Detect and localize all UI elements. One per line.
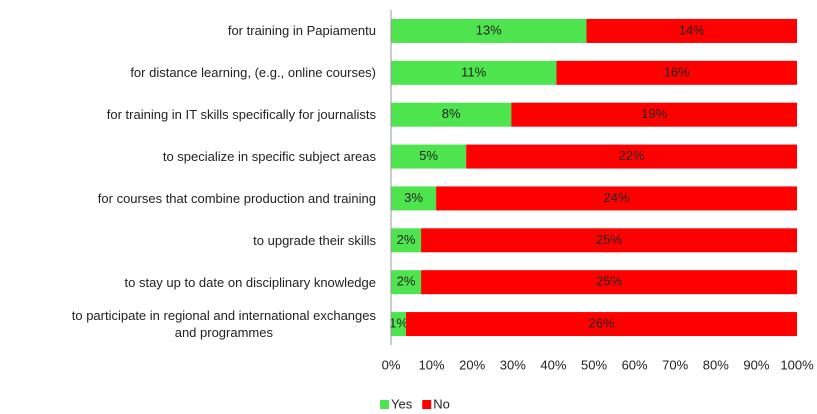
data-label: 19% — [641, 106, 667, 121]
x-tick-label: 90% — [743, 357, 769, 372]
category-label: for training in IT skills specifically f… — [106, 107, 376, 123]
bar-segment — [391, 228, 422, 253]
data-label: 22% — [619, 148, 645, 163]
x-tick-label: 60% — [622, 357, 648, 372]
data-label: 5% — [419, 148, 438, 163]
bar-segment — [556, 60, 797, 85]
bar-segment — [406, 312, 797, 337]
data-label: 14% — [679, 22, 705, 37]
x-tick-label: 50% — [581, 357, 607, 372]
data-label: 24% — [604, 190, 630, 205]
data-label: 13% — [476, 22, 502, 37]
category-label: for training in Papiamentu — [227, 23, 376, 39]
legend-label: No — [433, 396, 450, 411]
bar-segment — [391, 18, 587, 43]
bar-segment — [391, 102, 512, 127]
data-label: 2% — [397, 274, 416, 289]
bar-segment — [421, 228, 797, 253]
x-tick-label: 10% — [419, 357, 445, 372]
data-label: 3% — [404, 190, 423, 205]
data-label: 25% — [596, 232, 622, 247]
bar-segment — [586, 18, 797, 43]
bar-segment — [511, 102, 797, 127]
category-label: to stay up to date on disciplinary knowl… — [124, 274, 377, 290]
bar-segment — [391, 144, 467, 169]
data-label: 26% — [589, 316, 615, 331]
x-tick-label: 80% — [703, 357, 729, 372]
bar-segment — [391, 270, 422, 295]
x-tick-label: 100% — [780, 357, 814, 372]
data-label: 1% — [389, 316, 408, 331]
bar-segment — [391, 186, 437, 211]
x-tick-label: 40% — [540, 357, 566, 372]
x-tick-label: 0% — [382, 357, 401, 372]
x-tick-label: 70% — [662, 357, 688, 372]
legend-swatch — [380, 400, 389, 409]
category-label: for distance learning, (e.g., online cou… — [130, 65, 376, 81]
data-label: 16% — [664, 64, 690, 79]
category-label: to participate in regional and internati… — [71, 308, 376, 341]
data-label: 11% — [461, 64, 486, 79]
legend-swatch — [422, 400, 432, 409]
bar-segment — [466, 144, 797, 169]
bar-segment — [391, 312, 407, 337]
x-tick-label: 30% — [500, 357, 526, 372]
bar-segment — [421, 270, 797, 295]
category-label: for courses that combine production and … — [97, 190, 376, 206]
data-label: 8% — [442, 106, 461, 121]
data-label: 2% — [397, 232, 416, 247]
category-label: to upgrade their skills — [253, 232, 376, 248]
data-label: 25% — [596, 274, 622, 289]
bar-segment — [391, 60, 557, 85]
legend-label: Yes — [391, 396, 413, 411]
bar-segment — [436, 186, 797, 211]
x-tick-label: 20% — [459, 357, 485, 372]
category-label: to specialize in specific subject areas — [162, 149, 376, 165]
